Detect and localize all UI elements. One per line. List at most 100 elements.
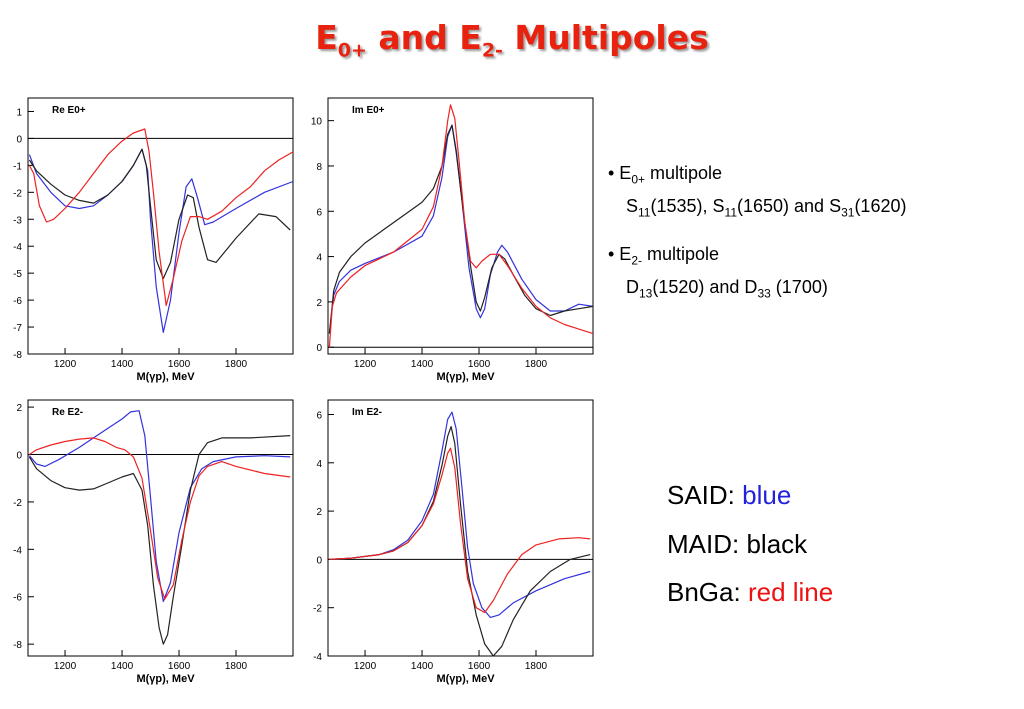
legend-bnga-value: red line <box>747 577 834 607</box>
panel-title: Re E2- <box>52 407 83 418</box>
series-said-line <box>28 148 294 333</box>
y-tick-label: 2 <box>16 403 22 414</box>
multipole-notes: • E0+ multipole S11(1535), S11(1650) and… <box>608 160 906 306</box>
x-tick-label: 1200 <box>354 359 377 370</box>
legend-maid: MAID: black <box>667 529 807 560</box>
series-bnga-line <box>328 104 594 348</box>
x-tick-label: 1600 <box>468 661 491 672</box>
series-said-line <box>328 124 594 334</box>
chart-im-e2minus-svg: 1200 1400 1600 1800 6 4 2 0 -2 -4 Im E2- M(γp), MeV <box>313 399 594 685</box>
chart-re-e0plus: 1200 1400 1600 1800 1 0 -1 -2 -3 -4 -5 -6 -7 -8 Re E0+… <box>0 90 300 390</box>
x-tick-label: 1600 <box>168 661 191 672</box>
y-tick-label: 2 <box>316 298 322 309</box>
bullet-e0plus-prefix: • E <box>608 163 632 183</box>
panel-title: Im E2- <box>352 407 382 418</box>
x-axis-label: M(γp), MeV <box>436 371 495 383</box>
y-tick-label: 6 <box>316 410 322 421</box>
bullet-e2minus-label: multipole <box>641 244 720 265</box>
series-bnga-line <box>28 128 294 307</box>
y-tick-label: -3 <box>13 215 22 226</box>
y-tick-label: 0 <box>16 134 22 145</box>
x-tick-label: 1400 <box>411 359 434 370</box>
chart-im-e0plus-svg: 1200 1400 1600 1800 10 8 6 4 2 0 Im E0+ M(γp), MeV <box>311 97 594 383</box>
title-end: Multipoles <box>502 18 709 57</box>
x-tick-label: 1600 <box>168 359 191 370</box>
legend-said: SAID: blue <box>667 480 791 511</box>
series-maid-line <box>328 124 594 334</box>
x-axis-label: M(γp), MeV <box>136 673 195 685</box>
x-axis-label: M(γp), MeV <box>436 673 495 685</box>
bullet-e2minus-prefix: • E <box>608 244 632 265</box>
panel-title: Re E0+ <box>52 105 86 116</box>
y-tick-label: 0 <box>316 555 322 566</box>
y-tick-label: -4 <box>313 652 322 663</box>
panel-title: Im E0+ <box>352 105 385 116</box>
chart-im-e2minus: 1200 1400 1600 1800 6 4 2 0 -2 -4 Im E2- M(γp), MeV <box>300 392 600 692</box>
y-tick-label: -2 <box>13 188 22 199</box>
x-tick-label: 1200 <box>354 661 377 672</box>
title-mid: and E <box>366 18 482 57</box>
series-bnga-line <box>329 447 591 614</box>
series-said-line <box>28 410 291 603</box>
x-tick-label: 1400 <box>111 661 134 672</box>
series-bnga-line <box>29 437 291 600</box>
x-tick-label: 1600 <box>468 359 491 370</box>
x-tick-label: 1800 <box>225 359 248 370</box>
y-tick-label: -6 <box>13 593 22 604</box>
y-tick-label: -4 <box>13 545 22 556</box>
y-tick-label: 0 <box>316 343 322 354</box>
chart-im-e0plus: 1200 1400 1600 1800 10 8 6 4 2 0 Im E0+ M(γp), MeV <box>300 90 600 390</box>
title-sub-2minus: 2- <box>481 39 503 62</box>
x-axis-label: M(γp), MeV <box>136 371 195 383</box>
bullet-e2minus: • E2- multipole <box>608 241 906 274</box>
y-tick-label: 10 <box>311 117 323 128</box>
spacer <box>608 225 906 241</box>
x-tick-label: 1200 <box>54 661 77 672</box>
plot-frame <box>327 399 594 657</box>
bullet-e2minus-resonances: D13(1520) and D33 (1700) <box>626 276 828 301</box>
x-tick-label: 1800 <box>525 359 548 370</box>
legend-maid-value: black <box>746 529 808 559</box>
y-tick-label: 2 <box>316 507 322 518</box>
y-tick-label: -5 <box>13 269 22 280</box>
y-tick-label: -6 <box>13 296 22 307</box>
x-tick-label: 1400 <box>111 359 134 370</box>
legend-bnga-label: BnGa: <box>667 577 741 607</box>
y-tick-label: -1 <box>13 161 22 172</box>
bullet-e0plus: • E0+ multipole <box>608 160 906 193</box>
bullet-e0plus-sub: 0+ <box>631 172 645 187</box>
y-tick-label: -2 <box>313 604 322 615</box>
y-tick-label: 0 <box>16 451 22 462</box>
series-said-line <box>329 411 591 618</box>
y-tick-label: 4 <box>316 459 322 470</box>
plot-frame <box>27 399 294 657</box>
title-sub-0plus: 0+ <box>337 39 367 62</box>
y-tick-label: 6 <box>316 207 322 218</box>
legend-said-label: SAID: <box>667 480 735 510</box>
x-tick-label: 1800 <box>525 661 548 672</box>
page-title: E0+ and E2- Multipoles <box>0 18 1024 62</box>
y-tick-label: -7 <box>13 323 22 334</box>
y-tick-label: 4 <box>316 253 322 264</box>
bullet-e2minus-sub: 2- <box>631 253 642 268</box>
series-maid-line <box>28 435 291 645</box>
legend-maid-label: MAID: <box>667 529 740 559</box>
x-tick-label: 1200 <box>54 359 77 370</box>
y-tick-label: -8 <box>13 350 22 361</box>
y-tick-label: -2 <box>13 498 22 509</box>
plot-frame <box>327 97 594 355</box>
y-tick-label: 1 <box>16 107 22 118</box>
series-maid-line <box>28 148 291 280</box>
title-e: E <box>315 18 338 57</box>
legend-bnga: BnGa: red line <box>667 577 833 608</box>
y-tick-label: -8 <box>13 640 22 651</box>
bullet-e0plus-resonances: S11(1535), S11(1650) and S31(1620) <box>626 195 907 220</box>
bullet-e0plus-label: multipole <box>645 163 723 183</box>
x-tick-label: 1400 <box>411 661 434 672</box>
y-tick-label: -4 <box>13 242 22 253</box>
chart-re-e0plus-svg: 1200 1400 1600 1800 1 0 -1 -2 -3 -4 -5 -6 -7 -8 Re E0+… <box>13 97 294 383</box>
legend-said-value: blue <box>742 480 792 510</box>
chart-re-e2minus: 1200 1400 1600 1800 2 0 -2 -4 -6 -8 Re E2- M(γp), M… <box>0 392 300 692</box>
y-tick-label: 8 <box>316 162 322 173</box>
x-tick-label: 1800 <box>225 661 248 672</box>
